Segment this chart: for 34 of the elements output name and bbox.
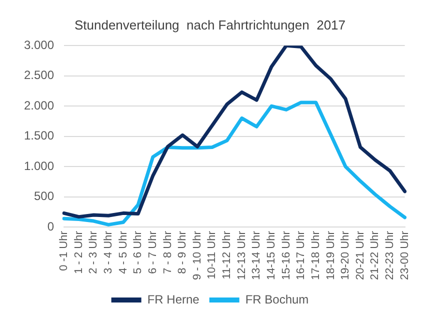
legend-label: FR Herne <box>147 292 200 306</box>
x-tick-label: 13-14 Uhr <box>250 230 263 280</box>
y-tick-label: 3.000 <box>24 38 54 52</box>
y-tick-label: 1.000 <box>24 158 54 173</box>
x-tick-label: 14-15 Uhr <box>265 230 278 280</box>
x-tick-label: 0 -1 Uhr <box>58 230 70 271</box>
x-tick-label: 9 - 10 Uhr <box>191 230 204 280</box>
x-tick-label: 22-23 Uhr <box>384 230 396 280</box>
x-tick-label: 16-17 Uhr <box>295 230 308 280</box>
x-tick-label: 15-16 Uhr <box>280 230 292 280</box>
x-tick-label: 10-11 Uhr <box>206 230 218 280</box>
x-tick-label: 4 - 5 Uhr <box>117 230 130 274</box>
y-tick-label: 500 <box>34 189 54 204</box>
y-tick-label: 2.500 <box>24 68 54 82</box>
x-tick-label: 23-00 Uhr <box>398 230 411 280</box>
x-tick-label: 1 - 2 Uhr <box>72 230 85 274</box>
x-tick-label: 18-19 Uhr <box>324 230 337 280</box>
chart-title: Stundenverteilung nach Fahrtrichtungen 2017 <box>74 17 346 32</box>
x-tick-label: 20-21 Uhr <box>354 230 366 280</box>
x-tick-label: 5 - 6 Uhr <box>132 230 144 274</box>
x-tick-label: 19-20 Uhr <box>340 230 352 280</box>
x-tick-label: 8 - 9 Uhr <box>176 230 189 274</box>
y-tick-label: 0 <box>47 219 54 234</box>
x-tick-label: 17-18 Uhr <box>310 230 322 280</box>
x-tick-label: 21-22 Uhr <box>369 230 382 280</box>
y-tick-label: 2.000 <box>24 98 54 112</box>
x-tick-label: 11-12 Uhr <box>221 230 234 280</box>
x-tick-label: 7 - 8 Uhr <box>162 230 174 274</box>
x-tick-label: 2 - 3 Uhr <box>88 230 100 274</box>
x-tick-label: 3 - 4 Uhr <box>102 230 115 274</box>
x-tick-label: 12-13 Uhr <box>236 230 248 280</box>
x-tick-label: 6 - 7 Uhr <box>146 230 159 274</box>
y-tick-label: 1.500 <box>24 128 54 143</box>
legend-label: FR Bochum <box>245 292 309 306</box>
